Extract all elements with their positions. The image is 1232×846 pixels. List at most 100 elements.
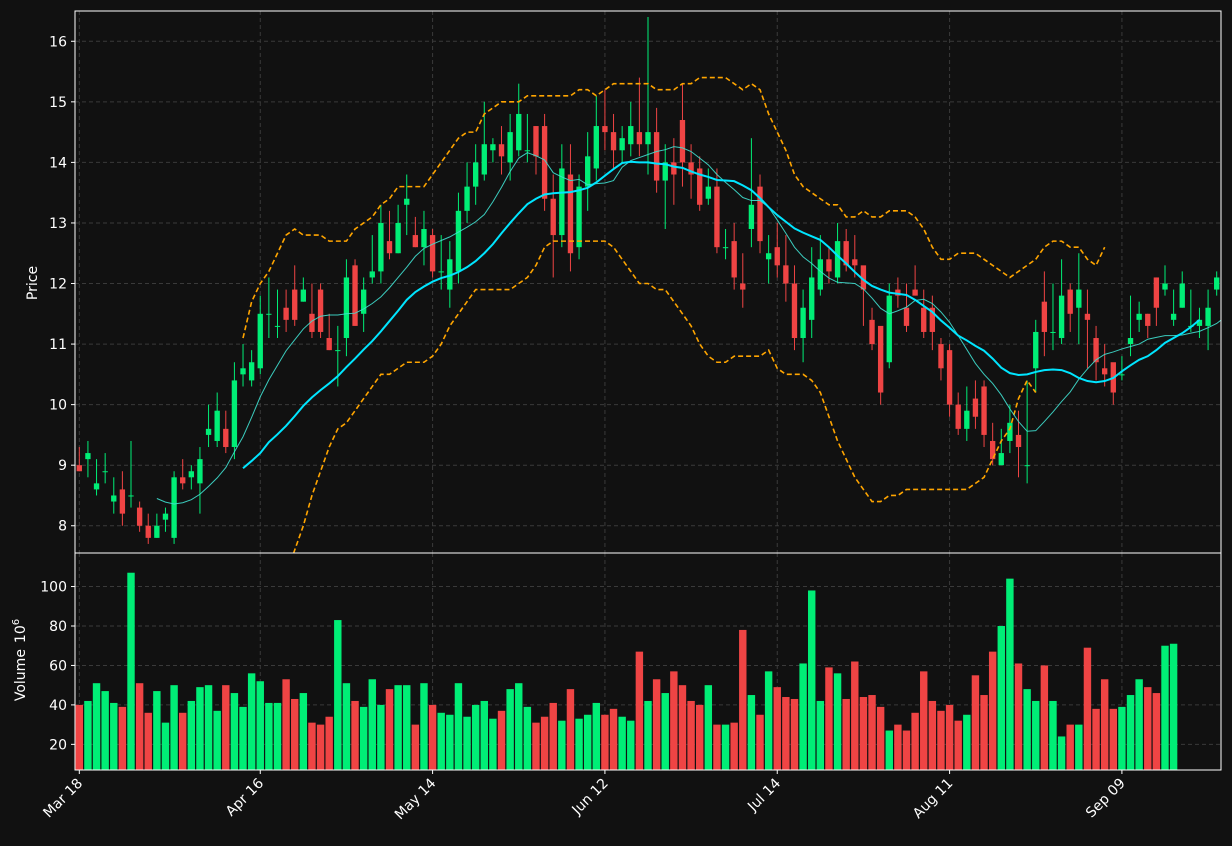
volume-bar <box>1049 700 1057 770</box>
candle-body <box>378 222 384 272</box>
volume-bar <box>1135 679 1143 770</box>
volume-tick-label: 80 <box>49 619 67 635</box>
candle-body <box>1033 331 1039 369</box>
candle-body <box>869 319 875 345</box>
candle-body <box>852 259 858 266</box>
price-tick-label: 16 <box>49 34 67 50</box>
candle-body <box>171 477 177 538</box>
volume-bar <box>506 689 514 770</box>
candle-body <box>843 241 849 266</box>
candle-body <box>1015 434 1022 448</box>
candle-body <box>834 241 841 278</box>
volume-bar <box>385 689 394 770</box>
price-tick-label: 12 <box>49 277 67 293</box>
volume-bar <box>1032 700 1040 770</box>
price-tick-label: 10 <box>49 398 67 414</box>
candle-body <box>1084 313 1091 320</box>
volume-bar <box>687 700 695 770</box>
volume-tick-label: 100 <box>40 580 67 596</box>
volume-bar <box>790 698 799 770</box>
volume-bar <box>334 620 342 770</box>
volume-bar <box>170 685 178 770</box>
volume-bar <box>273 702 282 770</box>
candle-body <box>1119 374 1125 376</box>
volume-bar <box>1006 578 1014 770</box>
candle-body <box>205 428 212 435</box>
candle-body <box>404 198 410 205</box>
volume-bar <box>954 720 962 770</box>
volume-bar <box>549 702 557 770</box>
candle-body <box>1145 313 1151 326</box>
volume-bar <box>627 720 635 770</box>
volume-bar <box>782 697 790 770</box>
candle-body <box>1024 465 1030 467</box>
volume-bar <box>1126 695 1135 770</box>
volume-bar <box>291 698 299 770</box>
candle-body <box>1041 301 1048 332</box>
candle-body <box>1136 313 1142 320</box>
candle-body <box>757 186 763 242</box>
candle-body <box>860 265 867 290</box>
volume-bar <box>325 716 333 770</box>
volume-bar <box>342 683 351 770</box>
volume-bar <box>652 679 661 770</box>
candle-body <box>498 144 505 157</box>
candle-body <box>343 277 350 339</box>
candle-body <box>481 144 487 175</box>
candle-body <box>921 307 927 332</box>
candle-body <box>567 174 574 254</box>
candle-body <box>645 132 651 145</box>
candle-body <box>335 350 341 352</box>
volume-bar <box>1100 679 1109 770</box>
volume-bar <box>902 730 911 770</box>
candle-body <box>602 126 608 133</box>
volume-bar <box>928 700 937 770</box>
volume-bar <box>1169 643 1178 770</box>
candle-body <box>1170 313 1177 320</box>
candle-body <box>490 144 496 151</box>
volume-tick-label: 40 <box>49 698 67 714</box>
candle-body <box>765 253 772 260</box>
candle-body <box>248 362 255 381</box>
candle-body <box>1153 277 1160 308</box>
volume-bar <box>411 724 420 770</box>
candle-body <box>257 313 263 369</box>
candle-body <box>800 307 806 339</box>
candle-body <box>464 186 470 211</box>
candle-body <box>998 453 1004 466</box>
volume-bar <box>471 704 480 770</box>
candle-body <box>903 307 910 326</box>
candle-body <box>809 277 815 320</box>
candle-body <box>722 247 729 249</box>
volume-bar <box>833 673 842 770</box>
candle-body <box>188 471 194 478</box>
price-axis-label: Price <box>25 266 41 300</box>
candle-body <box>912 289 918 296</box>
volume-bar <box>247 673 256 770</box>
candle-body <box>447 259 453 290</box>
volume-bar <box>618 716 626 770</box>
candle-body <box>705 186 711 199</box>
volume-bar <box>739 629 747 770</box>
candle-body <box>317 289 324 332</box>
candle-body <box>955 404 961 429</box>
volume-panel-frame <box>74 552 1222 771</box>
volume-bar <box>558 720 566 770</box>
volume-bar <box>575 718 583 770</box>
candle-body <box>1205 307 1211 326</box>
candle-body <box>214 410 220 441</box>
candle-body <box>128 495 134 497</box>
volume-bar <box>532 722 540 770</box>
candle-body <box>679 120 686 163</box>
volume-bar <box>489 718 497 770</box>
candle-body <box>895 289 901 296</box>
candle-body <box>111 495 117 502</box>
volume-bar <box>204 685 213 770</box>
candle-body <box>981 386 987 435</box>
candle-body <box>576 186 582 248</box>
candle-body <box>550 198 556 236</box>
volume-bar <box>454 683 463 770</box>
candle-body <box>76 465 82 472</box>
volume-bar <box>661 693 669 770</box>
